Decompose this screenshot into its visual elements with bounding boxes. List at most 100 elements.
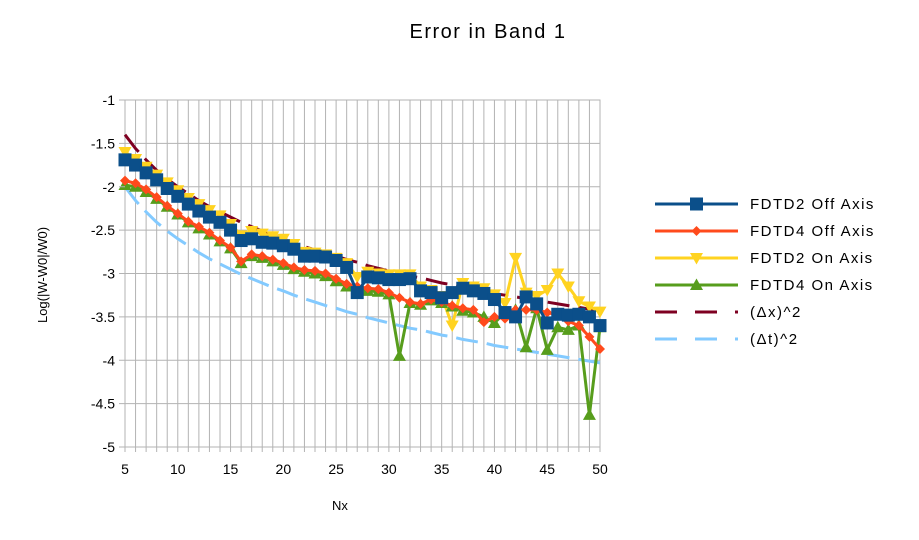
data-point [341, 278, 352, 289]
data-point [540, 343, 554, 355]
data-point [466, 284, 480, 298]
data-point [320, 268, 331, 279]
data-point [310, 265, 320, 276]
data-point [424, 286, 438, 300]
data-point [573, 320, 584, 331]
x-tick-label: 25 [328, 461, 344, 477]
data-point [297, 249, 311, 263]
data-point [551, 268, 565, 280]
data-point [181, 197, 195, 211]
x-axis-ticks: 5 10 15 20 25 30 35 40 45 50 [121, 447, 608, 477]
data-point [276, 239, 290, 253]
legend-label: FDTD2 Off Axis [750, 196, 875, 213]
y-tick-label: -1.5 [91, 135, 115, 151]
data-point [234, 234, 248, 248]
data-point [150, 173, 164, 187]
data-point [362, 283, 373, 294]
data-point [392, 349, 406, 361]
data-point [551, 307, 565, 321]
data-point [382, 273, 396, 287]
legend-swatch-marker [690, 278, 703, 290]
data-point [299, 265, 310, 276]
data-point [445, 286, 459, 300]
x-tick-label: 45 [539, 461, 555, 477]
data-point [468, 304, 479, 315]
data-point [542, 307, 553, 318]
data-point [213, 215, 227, 229]
data-point [246, 249, 257, 260]
data-point [572, 307, 586, 321]
data-point [319, 250, 333, 264]
data-point [120, 175, 130, 186]
y-tick-label: -3 [103, 266, 116, 282]
series-line [123, 185, 601, 365]
data-point [172, 208, 183, 219]
data-point [329, 253, 343, 267]
data-point [118, 153, 132, 167]
data-point [489, 311, 500, 322]
data-point [593, 306, 607, 319]
data-point [519, 290, 533, 304]
y-tick-label: -2.5 [91, 222, 115, 238]
data-point [331, 273, 342, 284]
data-point [561, 308, 575, 322]
data-point [171, 189, 185, 203]
series-layer [118, 133, 607, 420]
y-tick-label: -3.5 [91, 309, 115, 325]
data-point [373, 284, 384, 295]
data-point [478, 317, 489, 328]
data-point [266, 236, 280, 250]
data-point [403, 272, 417, 286]
data-point [582, 301, 596, 313]
data-point [415, 298, 426, 309]
data-point [487, 293, 501, 307]
data-point [383, 287, 394, 298]
legend-label: (Δt)^2 [750, 331, 799, 348]
y-tick-label: -1 [103, 92, 116, 108]
legend-item: (Δt)^2 [655, 331, 799, 348]
data-point [245, 232, 259, 246]
plot-area [118, 99, 607, 448]
data-point [278, 258, 289, 269]
legend-label: FDTD4 On Axis [750, 277, 874, 294]
data-point [593, 319, 607, 333]
legend-item: FDTD4 Off Axis [655, 223, 875, 240]
data-point [498, 297, 512, 310]
legend-item: FDTD2 Off Axis [655, 196, 875, 213]
data-point [595, 343, 605, 354]
data-point [267, 254, 278, 265]
data-point [447, 300, 458, 311]
data-point [340, 260, 354, 274]
legend-label: FDTD4 Off Axis [750, 223, 875, 240]
x-tick-label: 40 [487, 461, 503, 477]
data-point [162, 200, 173, 211]
data-point [487, 316, 501, 328]
data-point [457, 303, 468, 314]
data-point [245, 225, 259, 238]
data-point [561, 281, 575, 294]
data-point [192, 204, 206, 218]
data-point [521, 304, 532, 315]
data-point [561, 323, 575, 335]
data-point [288, 262, 299, 273]
data-point [498, 306, 512, 320]
data-point [361, 270, 375, 284]
data-point [540, 284, 554, 297]
data-point [202, 210, 216, 224]
series-fdtd2-off-axis [118, 153, 607, 333]
data-point [160, 181, 174, 195]
x-axis-label: Nx [332, 498, 348, 513]
y-tick-label: -5 [103, 439, 116, 455]
data-point [530, 291, 544, 303]
chart-title: Error in Band 1 [409, 21, 566, 43]
data-point [582, 408, 596, 420]
data-point [118, 147, 132, 159]
data-point [350, 271, 364, 284]
data-point [551, 320, 565, 333]
legend-item: (Δx)^2 [655, 304, 800, 321]
data-point [540, 316, 554, 330]
data-point [519, 340, 533, 353]
data-point [141, 184, 152, 195]
data-point [350, 286, 364, 300]
